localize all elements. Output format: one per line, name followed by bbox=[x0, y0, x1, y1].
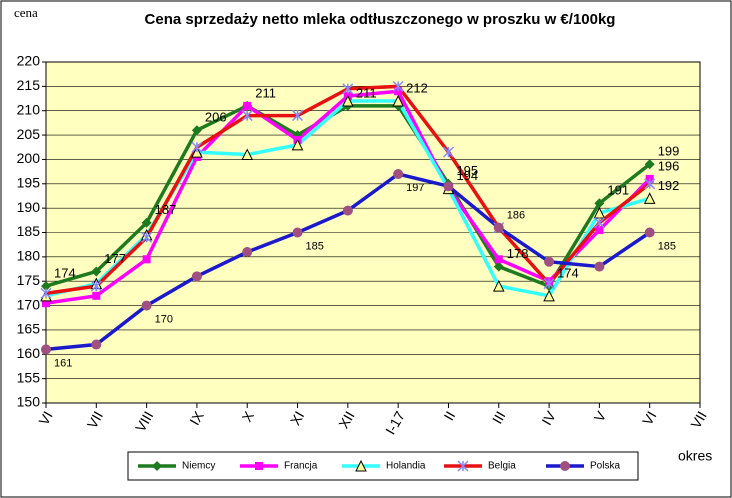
legend-marker bbox=[355, 459, 367, 472]
data-label: 211 bbox=[255, 85, 276, 100]
data-point bbox=[92, 291, 101, 300]
data-label: 185 bbox=[306, 240, 324, 252]
x-tick-label: VII bbox=[687, 408, 709, 431]
data-label: 199 bbox=[658, 144, 680, 159]
data-point bbox=[91, 266, 102, 277]
y-tick-label: 185 bbox=[17, 223, 41, 239]
y-tick-label: 215 bbox=[17, 77, 41, 93]
y-tick-label: 210 bbox=[17, 101, 41, 117]
legend-label: Francja bbox=[284, 461, 318, 472]
data-label: 197 bbox=[406, 182, 424, 194]
data-point bbox=[40, 287, 52, 299]
data-point bbox=[442, 146, 454, 158]
y-tick-label: 160 bbox=[17, 345, 41, 361]
x-tick-label: XII bbox=[335, 408, 357, 431]
y-tick-label: 155 bbox=[17, 369, 41, 385]
data-label: 174 bbox=[54, 266, 76, 281]
data-point bbox=[90, 280, 102, 292]
legend-label: Polska bbox=[590, 461, 620, 472]
data-point bbox=[41, 344, 51, 355]
legend-label: Holandia bbox=[386, 461, 426, 472]
data-label: 170 bbox=[155, 313, 173, 325]
data-point bbox=[291, 138, 304, 151]
y-tick-label: 220 bbox=[17, 53, 41, 69]
data-point bbox=[91, 339, 102, 350]
data-label: 195 bbox=[456, 163, 478, 178]
data-label: 178 bbox=[507, 246, 529, 261]
y-tick-label: 175 bbox=[17, 272, 41, 288]
y-tick-label: 170 bbox=[17, 296, 41, 312]
y-tick-label: 150 bbox=[17, 394, 41, 410]
data-point bbox=[292, 227, 303, 238]
data-label: 161 bbox=[54, 357, 72, 369]
data-point bbox=[493, 222, 504, 233]
data-point bbox=[41, 281, 51, 292]
data-point bbox=[392, 80, 404, 92]
data-point bbox=[141, 231, 153, 243]
x-tick-label: VII bbox=[84, 408, 106, 431]
data-label: 212 bbox=[406, 80, 428, 95]
data-point bbox=[191, 141, 203, 153]
legend-marker bbox=[560, 461, 570, 471]
data-label: 186 bbox=[507, 210, 525, 222]
data-point bbox=[543, 278, 555, 290]
data-point bbox=[493, 261, 504, 272]
x-axis-label: okres bbox=[678, 448, 712, 464]
data-point bbox=[242, 246, 253, 257]
data-point bbox=[393, 169, 404, 180]
legend-marker bbox=[457, 460, 469, 472]
data-label: 206 bbox=[205, 110, 227, 125]
y-tick-label: 165 bbox=[17, 321, 41, 337]
data-point bbox=[643, 192, 656, 204]
legend-label: Belgia bbox=[488, 461, 516, 472]
data-label: 196 bbox=[658, 158, 680, 173]
y-tick-label: 200 bbox=[17, 150, 41, 166]
data-point bbox=[342, 83, 354, 95]
data-point bbox=[544, 256, 555, 267]
data-point bbox=[191, 125, 202, 136]
data-label: 174 bbox=[557, 266, 579, 281]
y-tick-label: 195 bbox=[17, 174, 41, 190]
data-point bbox=[292, 110, 304, 122]
data-label: 194 bbox=[456, 168, 478, 183]
legend-marker bbox=[255, 462, 263, 470]
data-point bbox=[644, 159, 655, 170]
y-tick-label: 180 bbox=[17, 248, 41, 264]
data-label: 187 bbox=[155, 202, 177, 217]
data-point bbox=[594, 198, 605, 209]
data-point bbox=[594, 261, 605, 272]
data-point bbox=[492, 279, 505, 292]
y-tick-label: 205 bbox=[17, 126, 41, 142]
data-point bbox=[494, 255, 503, 264]
data-point bbox=[342, 205, 353, 216]
data-point bbox=[392, 94, 404, 107]
legend-label: Niemcy bbox=[182, 461, 215, 472]
data-point bbox=[142, 255, 151, 264]
data-point bbox=[593, 217, 605, 229]
y-axis-label: cena bbox=[14, 5, 38, 20]
data-point bbox=[644, 227, 655, 238]
data-point bbox=[191, 271, 202, 282]
data-label: 192 bbox=[658, 178, 680, 193]
data-label: 191 bbox=[607, 183, 629, 198]
legend-marker bbox=[152, 461, 162, 471]
data-point bbox=[241, 148, 254, 161]
y-tick-label: 190 bbox=[17, 199, 41, 215]
data-point bbox=[543, 289, 555, 302]
data-point bbox=[443, 181, 454, 192]
data-point bbox=[141, 300, 152, 311]
data-label: 185 bbox=[658, 240, 676, 252]
chart-title: Cena sprzedaży netto mleka odtłuszczoneg… bbox=[145, 11, 616, 28]
data-point bbox=[42, 299, 50, 308]
data-label: 177 bbox=[104, 251, 126, 266]
data-point bbox=[141, 217, 152, 228]
data-point bbox=[241, 110, 253, 122]
data-point bbox=[644, 178, 656, 190]
data-point bbox=[595, 226, 604, 235]
data-label: 211 bbox=[356, 85, 377, 100]
data-point bbox=[342, 94, 354, 107]
data-point bbox=[243, 101, 252, 110]
